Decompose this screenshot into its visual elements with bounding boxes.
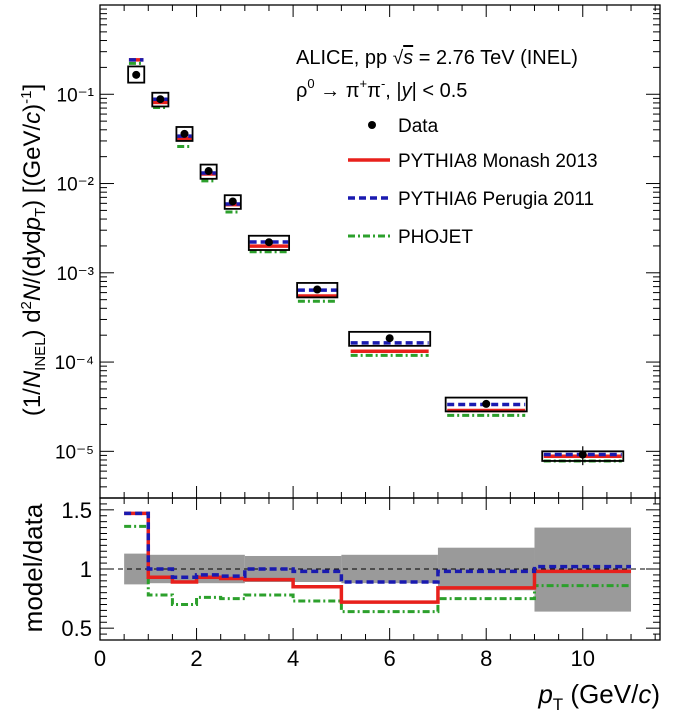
x-tick-label: 0 (94, 646, 106, 671)
sys-box (175, 126, 194, 142)
data-point (132, 70, 141, 79)
legend-data-label: Data (398, 116, 439, 137)
bin-group (444, 396, 528, 417)
axis-labels: pT (GeV/c) (1/NINEL) d2N/(dydpT) [(GeV/c)… (18, 84, 660, 714)
data-point (482, 399, 491, 408)
data-point (180, 129, 189, 138)
legend-data-marker (368, 121, 376, 129)
sys-box (127, 65, 146, 84)
ratio-axis-label: model/data (18, 503, 48, 632)
upper-panel: 10⁻¹ 10⁻² 10⁻³ 10⁻⁴ 10⁻⁵ (55, 4, 661, 499)
sys-box (444, 396, 528, 413)
bin-group (127, 58, 146, 84)
lower-panel: 0.5 1 1.5 (61, 497, 661, 641)
data-point (578, 450, 587, 459)
x-tick-label: 6 (384, 646, 396, 671)
sys-band-segment (534, 527, 632, 612)
x-tick-label: 10 (571, 646, 595, 671)
y-tick-label: 10⁻⁴ (55, 353, 94, 374)
bin-group (151, 91, 170, 110)
bin-group (223, 194, 242, 214)
x-axis: 0 2 4 6 8 10 (94, 5, 656, 671)
data-point (385, 334, 394, 343)
x-axis-label: pT (GeV/c) (537, 679, 660, 714)
x-tick-label: 8 (480, 646, 492, 671)
chart-title-line1: ALICE, pp √s = 2.76 TeV (INEL) (296, 47, 578, 69)
sys-box (223, 194, 242, 210)
legend: ALICE, pp √s = 2.76 TeV (INEL) ρ0 → π+π-,… (296, 47, 598, 248)
bin-group (175, 126, 194, 148)
data-point (264, 238, 273, 247)
bin-group (348, 330, 432, 357)
ratio-tick-label: 1 (80, 557, 92, 582)
sys-box (151, 91, 170, 108)
legend-phojet-label: PHOJET (398, 227, 473, 248)
y-tick-label: 10⁻³ (57, 264, 95, 285)
sys-box (348, 330, 432, 347)
data-point (204, 167, 213, 176)
sys-box (247, 234, 291, 251)
ratio-tick-label: 0.5 (61, 616, 92, 641)
chart-title-line2: ρ0 → π+π-, |y| < 0.5 (296, 76, 467, 102)
bin-group (199, 163, 218, 183)
data-point (156, 95, 165, 104)
bin-group (296, 282, 339, 303)
y-tick-label: 10⁻⁵ (55, 442, 94, 463)
x-tick-label: 4 (287, 646, 299, 671)
y-tick-label: 10⁻² (57, 175, 95, 196)
bin-group (247, 234, 291, 254)
legend-pythia6-label: PYTHIA6 Perugia 2011 (398, 189, 594, 210)
x-tick-label: 2 (190, 646, 202, 671)
ratio-line-pythia6 (124, 511, 632, 584)
sys-box (199, 163, 218, 180)
y-axis-label: (1/NINEL) d2N/(dydpT) [(GeV/c)-1] (18, 84, 49, 416)
data-point (228, 197, 237, 206)
y-tick-label: 10⁻¹ (57, 85, 95, 106)
ratio-tick-label: 1.5 (61, 498, 92, 523)
bin-group (541, 446, 625, 466)
sys-box (296, 282, 339, 299)
legend-pythia8-label: PYTHIA8 Monash 2013 (398, 151, 598, 172)
data-point (313, 285, 322, 294)
